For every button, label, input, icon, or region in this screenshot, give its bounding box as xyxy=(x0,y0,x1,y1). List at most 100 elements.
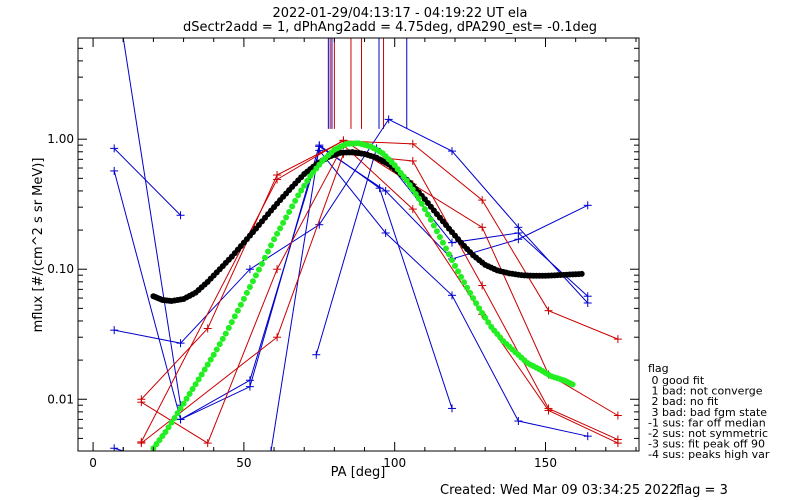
fit-0-dot xyxy=(578,270,585,277)
series-line-9 xyxy=(141,144,619,444)
series-7-point-2 xyxy=(448,238,456,247)
fit-1-dot xyxy=(418,200,425,207)
fit-1-dot xyxy=(198,371,205,378)
fit-1-dot xyxy=(168,419,175,426)
fit-1-dot xyxy=(243,289,250,296)
fit-1-dot xyxy=(304,177,311,184)
fit-1-dot xyxy=(180,400,187,407)
series-9-point-1 xyxy=(203,439,212,448)
fit-1-dot xyxy=(268,242,275,249)
fit-1-dot xyxy=(246,283,253,290)
y-axis-label: mflux [#/(cm^2 s sr MeV)] xyxy=(31,158,46,333)
fit-1-dot xyxy=(277,225,284,232)
fit-1-dot xyxy=(234,307,241,314)
series-line-5 xyxy=(180,149,588,437)
series-7-point-0 xyxy=(312,350,321,359)
fit-1-dot xyxy=(445,251,452,258)
fit-1-dot xyxy=(210,351,217,358)
series-6-point-0 xyxy=(267,447,276,451)
fit-1-dot xyxy=(301,182,308,189)
series-0-point-1 xyxy=(176,211,185,220)
legend-entry-5: -2 sus: not symmetric xyxy=(648,427,768,440)
series-line-1 xyxy=(113,144,453,421)
series-5-point-3 xyxy=(381,228,390,237)
series-8-point-6 xyxy=(544,306,553,315)
x-tick-label-2: 100 xyxy=(383,456,406,470)
series-2-point-0 xyxy=(110,326,119,335)
fit-1-dot xyxy=(204,361,211,368)
series-5-point-6 xyxy=(583,432,592,441)
fit-1-dot xyxy=(216,341,223,348)
legend-entry-1: 1 bad: not converge xyxy=(648,385,763,398)
series-line-7 xyxy=(315,147,589,355)
series-11-point-5 xyxy=(544,404,553,413)
series-line-11 xyxy=(141,153,619,444)
fit-1-dot xyxy=(430,222,437,229)
fit-1-dot xyxy=(298,187,305,194)
series-6-point-1 xyxy=(315,142,324,151)
fit-1-dot xyxy=(240,295,247,302)
series-6-point-2 xyxy=(381,186,390,195)
fit-1-dot xyxy=(482,314,489,321)
fit-1-dot xyxy=(424,211,431,218)
series-10-point-1 xyxy=(273,175,282,184)
fit-1-dot xyxy=(201,366,208,373)
fit-1-dot xyxy=(271,236,278,243)
series-9-point-4 xyxy=(408,205,417,214)
series-5-point-0 xyxy=(176,415,185,424)
x-tick-label-3: 150 xyxy=(534,456,557,470)
series-5-point-1 xyxy=(245,376,254,385)
y-tick-label-2: 1.00 xyxy=(47,132,74,146)
fit-1-dot xyxy=(458,273,465,280)
legend-entry-7: -4 sus: peaks high var xyxy=(648,448,770,461)
fit-1-dot xyxy=(189,386,196,393)
fit-curve-1 xyxy=(150,140,576,451)
fit-1-dot xyxy=(485,319,492,326)
plot-frame xyxy=(77,37,640,452)
series-line-3 xyxy=(122,38,182,406)
fit-1-dot xyxy=(295,192,302,199)
fit-1-dot xyxy=(439,239,446,246)
series-line-0 xyxy=(113,148,181,216)
x-tick-label-0: 0 xyxy=(89,456,97,470)
series-line-8 xyxy=(140,140,619,400)
axes: 0 50 100 150 0.01 0.10 1.00 xyxy=(47,37,639,470)
series-10-point-4 xyxy=(478,223,487,232)
fit-1-dot xyxy=(262,254,268,261)
fit-1-dot xyxy=(177,405,184,412)
fit-curve-0 xyxy=(150,149,585,304)
series-2-point-4 xyxy=(384,115,393,124)
series-8-point-5 xyxy=(478,196,487,205)
y-tick-label-1: 0.10 xyxy=(47,262,74,276)
fit-1-dot xyxy=(449,257,455,264)
series-10-point-6 xyxy=(613,411,622,420)
fit-1-dot xyxy=(192,381,199,388)
fit-1-dot xyxy=(292,197,299,204)
fit-1-dot xyxy=(436,233,443,240)
fit-1-dot xyxy=(467,289,474,296)
legend-title: flag xyxy=(648,362,669,375)
fit-1-dot xyxy=(183,395,190,402)
footer-flag: flag = 3 xyxy=(676,483,728,498)
series-11-point-6 xyxy=(613,435,622,444)
fit-1-dot xyxy=(470,295,477,302)
fit-1-dot xyxy=(207,356,214,363)
fit-1-dot xyxy=(228,319,235,326)
chart-marks xyxy=(110,38,622,451)
x-tick-label-1: 50 xyxy=(236,456,251,470)
fit-1-dot xyxy=(162,428,169,435)
fit-1-dot xyxy=(289,203,296,210)
fit-1-dot xyxy=(165,424,172,431)
fit-1-dot xyxy=(225,324,232,331)
legend-entry-0: 0 good fit xyxy=(648,374,705,387)
series-line-2 xyxy=(114,118,589,344)
fit-1-dot xyxy=(415,195,422,202)
fit-1-dot xyxy=(280,219,287,226)
y-tick-label-0: 0.01 xyxy=(47,392,74,406)
series-2-point-5 xyxy=(448,147,456,156)
series-9-point-0 xyxy=(137,398,146,407)
fit-1-dot xyxy=(237,301,244,308)
series-8-point-7 xyxy=(613,335,622,344)
data-layer xyxy=(110,38,622,451)
